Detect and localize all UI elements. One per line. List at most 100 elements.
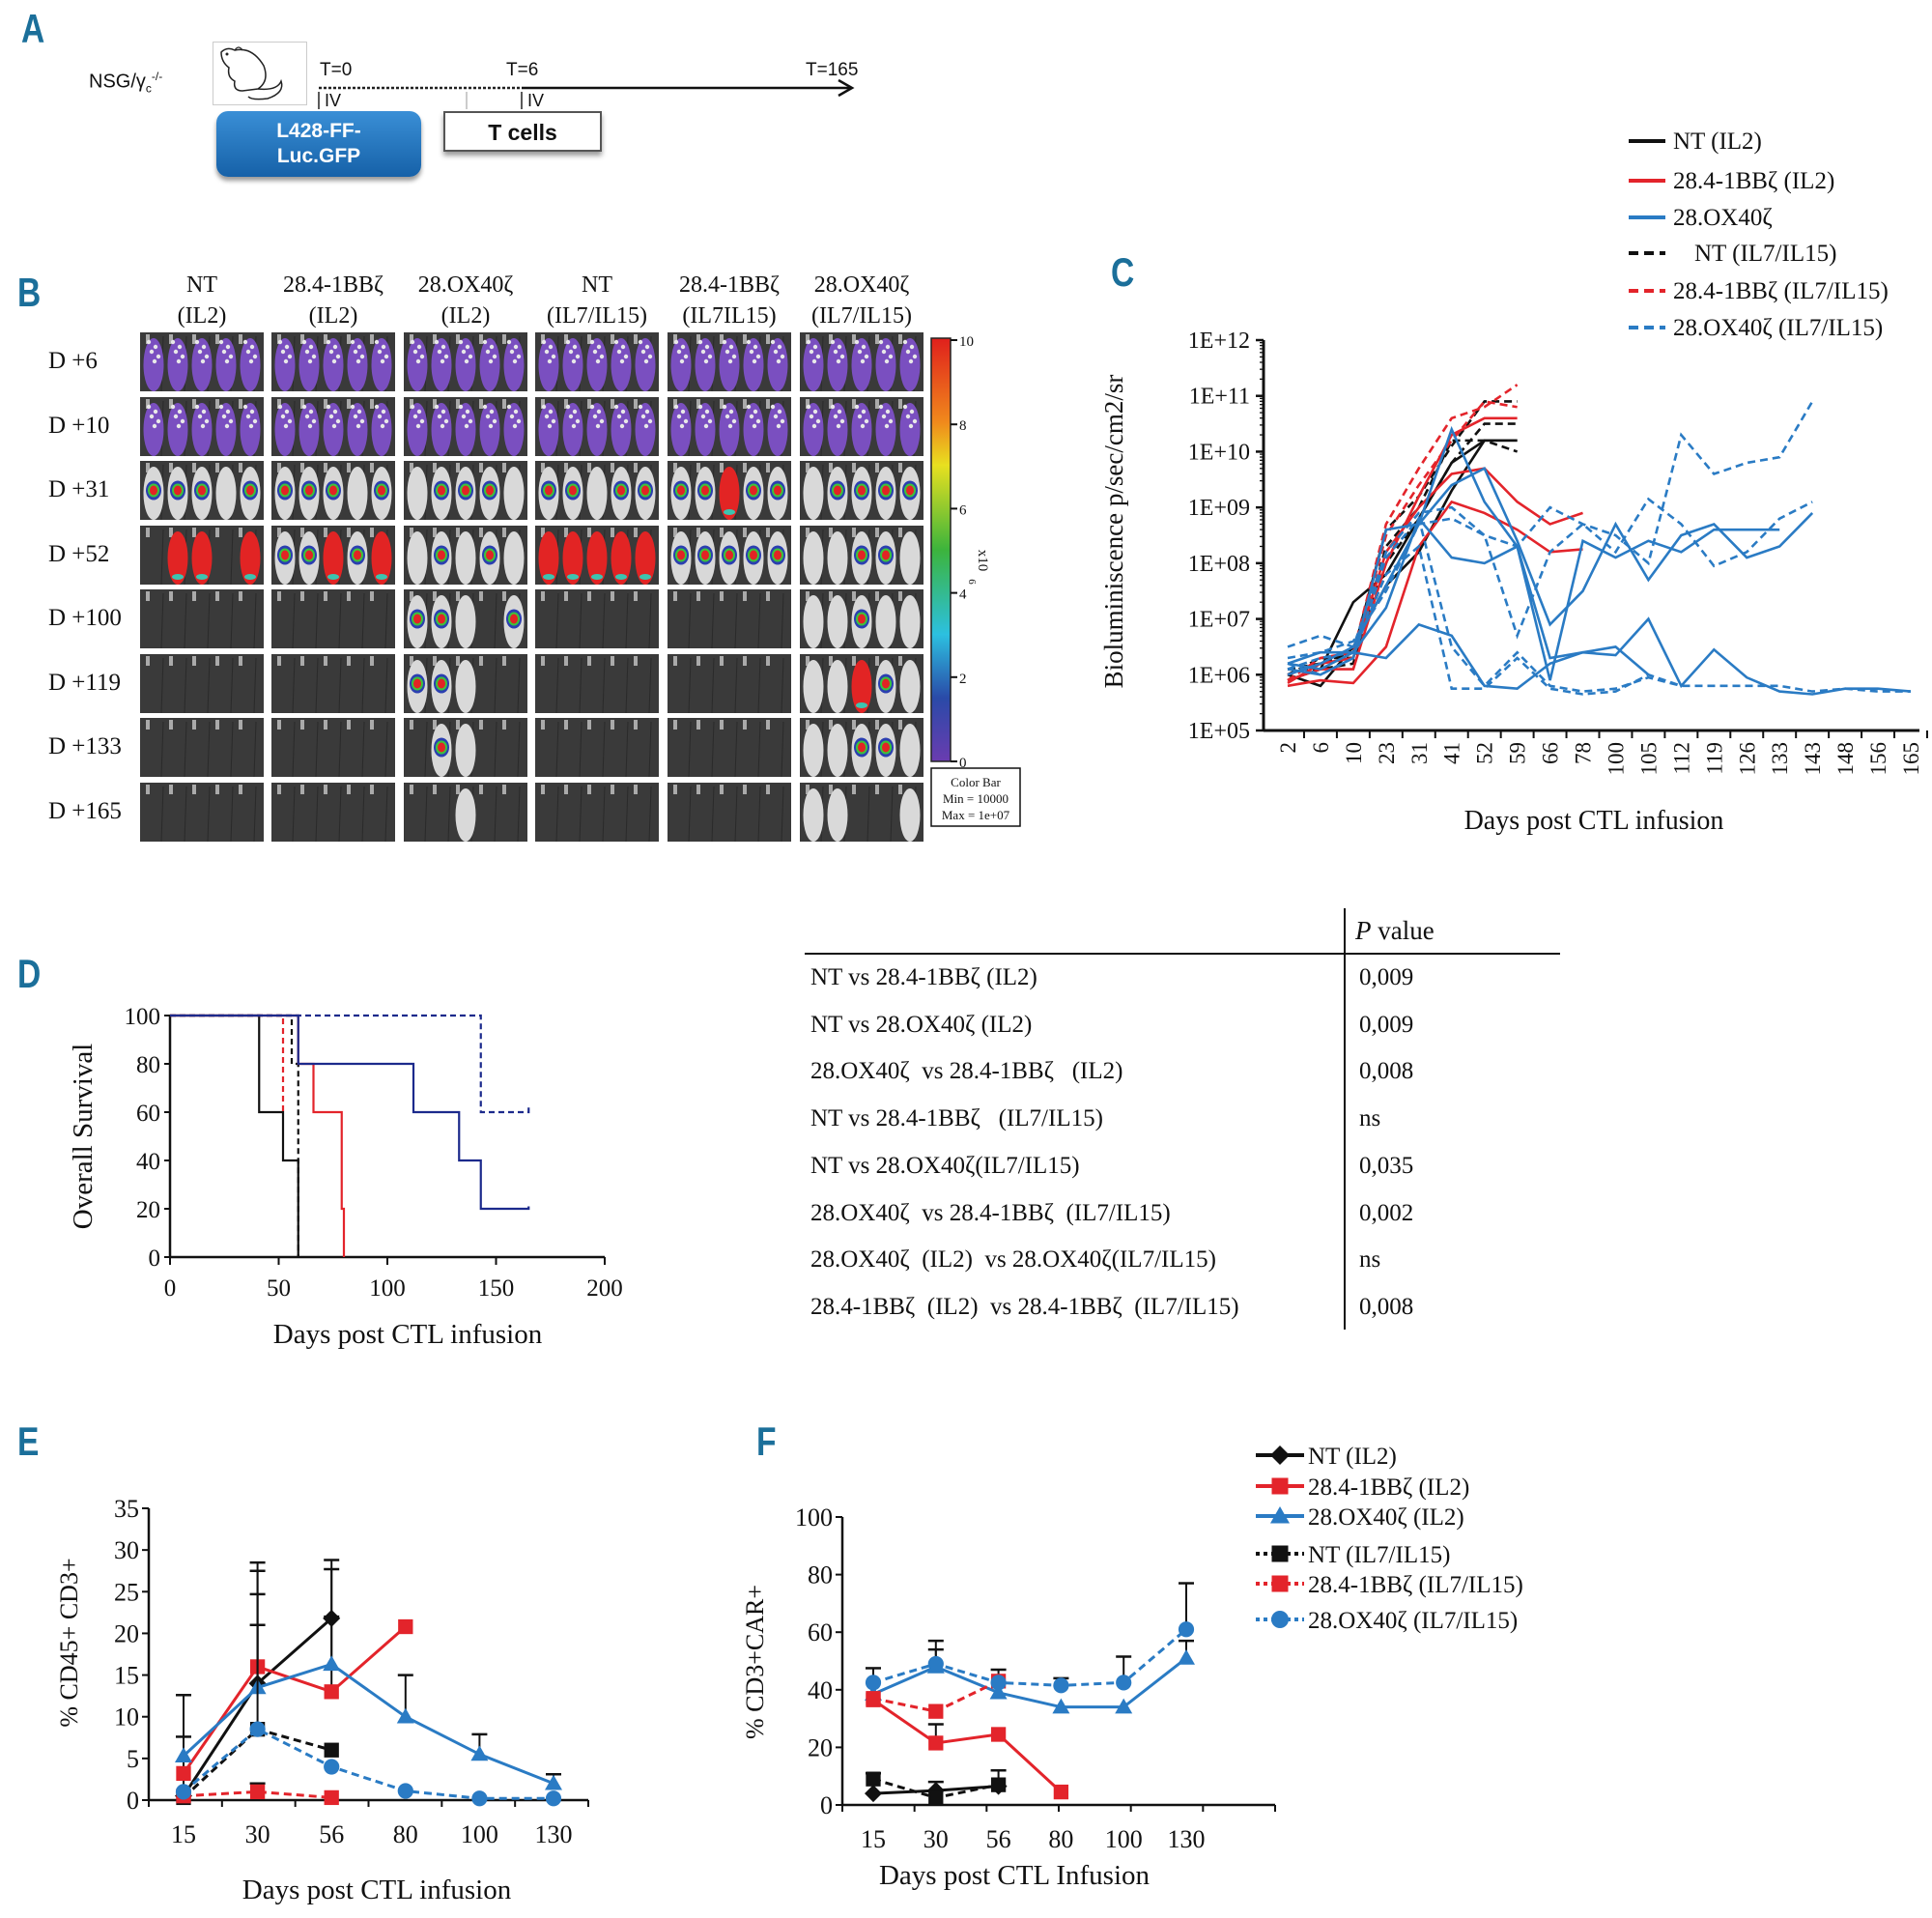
mouse [851,595,872,648]
series-line [872,1628,1187,1687]
colorbar-tick-label: 6 [959,502,967,518]
bioluminescence-series-line [1287,516,1650,676]
imaging-cell [140,589,264,648]
imaging-cell [668,589,791,648]
comparison-cell: NT vs 28.4-1BBζ (IL2) [810,964,1037,990]
imaging-cell [271,332,395,391]
mouse [803,530,824,585]
mouse [611,402,632,456]
x-tick-label: 59 [1506,742,1530,764]
triangle-marker [1270,1506,1290,1524]
mouse [875,595,896,648]
mouse [347,530,368,585]
mouse [323,338,344,391]
mouse [371,338,392,391]
x-tick-label: 50 [267,1275,291,1302]
x-tick-label: 119 [1702,742,1726,775]
time-end-label: T=165 [806,60,859,80]
circle-marker [175,1784,192,1800]
y-tick-label: 80 [136,1052,160,1078]
imaging-cell [668,525,791,585]
y-tick-label: 100 [795,1503,833,1532]
imaging-cell [271,396,395,456]
mouse [455,338,476,391]
imaging-cell [800,589,923,648]
imaging-cell [404,653,527,713]
mouse [695,402,716,456]
square-marker [866,1691,881,1706]
color-scale-bar: 10 8 6 4 2 0 x10 6 Color Bar Min = 10000 Max = 1e+… [930,334,1021,827]
survival-curve [170,1014,530,1114]
mouse [240,402,261,456]
triangle-marker [396,1707,414,1724]
legend-label: 28.4-1BBζ (IL2) [1673,168,1834,194]
mouse [167,402,188,456]
mouse [767,338,788,391]
p-value-cell: 0,009 [1359,964,1414,990]
y-tick-label: 1E+09 [1188,496,1250,521]
square-marker [928,1735,944,1751]
mouse [875,659,896,713]
mouse [851,338,872,391]
mouse [635,402,656,456]
bioluminescence-series-line [1287,497,1813,660]
imaging-cell [404,589,527,648]
legend-label: 28.4-1BBζ (IL7/IL15) [1308,1572,1523,1598]
y-tick-label: 0 [149,1245,161,1272]
t-cells-box: T cells [443,111,602,152]
mouse [899,530,921,585]
mouse [803,724,824,777]
imaging-cell [404,525,527,585]
data-series [866,1692,1069,1800]
x-axis-title: Days post CTL Infusion [879,1860,1151,1891]
panel-label-e: E [17,1418,40,1464]
mouse [899,595,921,648]
mouse [347,402,368,456]
mouse [298,467,320,520]
timepoint-row-label: D +165 [48,797,122,824]
y-tick-label: 1E+06 [1188,663,1250,688]
mouse [767,402,788,456]
mouse-icon [213,42,307,105]
mouse [191,530,213,585]
imaging-cell [668,718,791,777]
mouse [586,530,608,585]
survival-curve [170,1014,346,1257]
imaging-cell [404,461,527,520]
legend-label: 28.OX40ζ (IL7/IL15) [1673,315,1883,341]
series-line [872,1656,1187,1709]
p-value-cell: 0,002 [1359,1199,1414,1226]
timepoint-row-label: D +119 [48,669,121,696]
mouse [827,724,848,777]
y-tick-label: 100 [125,1004,161,1030]
square-marker [324,1789,339,1806]
y-tick-label: 25 [114,1578,139,1606]
data-series [176,1623,339,1806]
circle-marker [324,1759,340,1775]
group-column-header: NT [582,272,612,298]
time-six-label: T=6 [506,60,539,80]
mouse [191,338,213,391]
strain-superscript: -/- [151,70,163,83]
imaging-cell [800,461,923,520]
mouse [503,402,525,456]
mouse [431,659,452,713]
table-column-rule [1344,908,1346,1330]
mouse [407,530,428,585]
mouse [298,402,320,456]
y-tick-label: 60 [136,1101,160,1127]
x-tick-label: 133 [1768,742,1792,776]
panel-label-a: A [21,6,45,51]
mouse [611,530,632,585]
mouse [743,467,764,520]
imaging-cell [535,589,659,648]
colorbar-info-line: Min = 10000 [943,791,1009,806]
imaging-cell [271,461,395,520]
mouse [803,338,824,391]
bioluminescence-series-line [1287,416,1518,682]
x-tick-label: 143 [1801,742,1825,776]
colorbar-tick-label: 4 [959,587,967,603]
circle-marker [249,1721,266,1737]
mouse [407,595,428,648]
mouse [719,402,740,456]
